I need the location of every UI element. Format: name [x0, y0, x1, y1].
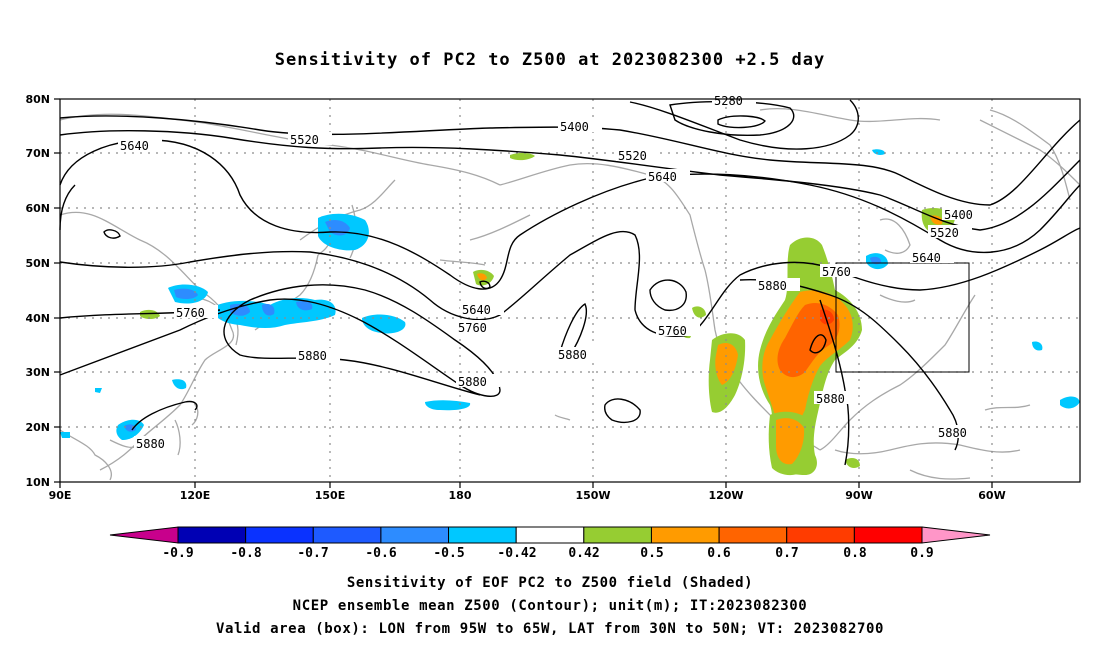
lon-label: 150W: [575, 489, 610, 502]
colorbar-box: [718, 526, 788, 544]
contour-label: 5880: [298, 349, 327, 363]
colorbar-label: -0.6: [365, 546, 396, 561]
contour-label: 5880: [816, 392, 845, 406]
latitude-labels: 80N 70N 60N 50N 40N 30N 20N 10N: [25, 93, 50, 489]
z500-contours: [59, 99, 1081, 466]
lat-label: 60N: [25, 202, 50, 215]
contour-label-group: 5280 5400 5400 5520 5520 5520 5640 5640 …: [118, 94, 986, 451]
caption-line-2: NCEP ensemble mean Z500 (Contour); unit(…: [292, 598, 808, 614]
contour-label: 5640: [120, 139, 149, 153]
colorbar-box: [448, 526, 517, 544]
axis-ticks: [54, 98, 993, 488]
longitude-labels: 90E 120E 150E 180 150W 120W 90W 60W: [49, 489, 1006, 502]
colorbar-left-triangle: [109, 526, 179, 544]
contour-label: 5520: [290, 133, 319, 147]
contour-label: 5400: [944, 208, 973, 222]
colorbar-boxes: [177, 526, 923, 544]
colorbar-box: [853, 526, 923, 544]
colorbar-box: [380, 526, 450, 544]
colorbar-label: 0.42: [568, 546, 599, 561]
colorbar-label: 0.6: [707, 546, 731, 561]
plot-frame: [59, 98, 1081, 483]
colorbar: -0.9 -0.8 -0.7 -0.6 -0.5 -0.42 0.42 0.5 …: [109, 526, 991, 561]
colorbar-box: [583, 526, 652, 544]
contour-label: 5880: [558, 348, 587, 362]
plot-area: [60, 99, 1080, 482]
lon-label: 90E: [49, 489, 72, 502]
colorbar-label: -0.8: [230, 546, 261, 561]
colorbar-label: -0.9: [162, 546, 193, 561]
lat-label: 20N: [25, 421, 50, 434]
contour-label: 5280: [714, 94, 743, 108]
colorbar-box: [650, 526, 720, 544]
colorbar-box: [786, 526, 855, 544]
contour-label: 5760: [822, 265, 851, 279]
lat-label: 50N: [25, 257, 50, 270]
lat-label: 10N: [25, 476, 50, 489]
contour-label: 5640: [462, 303, 491, 317]
lon-label: 60W: [978, 489, 1005, 502]
contour-label: 5880: [136, 437, 165, 451]
lat-label: 30N: [25, 366, 50, 379]
caption-line-3: Valid area (box): LON from 95W to 65W, L…: [215, 621, 885, 637]
colorbar-label: 0.9: [910, 546, 933, 561]
contour-label: 5640: [912, 251, 941, 265]
colorbar-label: 0.5: [640, 546, 663, 561]
colorbar-box: [245, 526, 314, 544]
contour-label: 5760: [176, 306, 205, 320]
contour-label: 5640: [648, 170, 677, 184]
caption-line-1: Sensitivity of EOF PC2 to Z500 field (Sh…: [346, 575, 754, 591]
colorbar-box: [515, 526, 585, 544]
map-title: Sensitivity of PC2 to Z500 at 2023082300…: [274, 50, 826, 70]
contour-label: 5880: [458, 375, 487, 389]
valid-area-box: [835, 262, 970, 373]
contour-label: 5520: [618, 149, 647, 163]
lat-label: 70N: [25, 147, 50, 160]
contour-label: 5760: [458, 321, 487, 335]
colorbar-label: -0.5: [433, 546, 464, 561]
lon-label: 180: [449, 489, 472, 502]
lon-label: 120E: [180, 489, 210, 502]
lat-label: 80N: [25, 93, 50, 106]
colorbar-label: 0.8: [843, 546, 867, 561]
colorbar-labels: -0.9 -0.8 -0.7 -0.6 -0.5 -0.42 0.42 0.5 …: [162, 546, 933, 561]
colorbar-right-triangle: [921, 526, 991, 544]
contour-label: 5520: [930, 226, 959, 240]
colorbar-label: -0.7: [297, 546, 328, 561]
lat-label: 40N: [25, 312, 50, 325]
colorbar-label: 0.7: [775, 546, 798, 561]
contour-label: 5880: [758, 279, 787, 293]
colorbar-label: -0.42: [497, 546, 536, 561]
colorbar-box: [312, 526, 382, 544]
lon-label: 150E: [315, 489, 345, 502]
contour-label: 5760: [658, 324, 687, 338]
lon-label: 90W: [845, 489, 872, 502]
lon-label: 120W: [708, 489, 743, 502]
contour-label: 5400: [560, 120, 589, 134]
contour-label: 5880: [938, 426, 967, 440]
colorbar-box: [177, 526, 247, 544]
